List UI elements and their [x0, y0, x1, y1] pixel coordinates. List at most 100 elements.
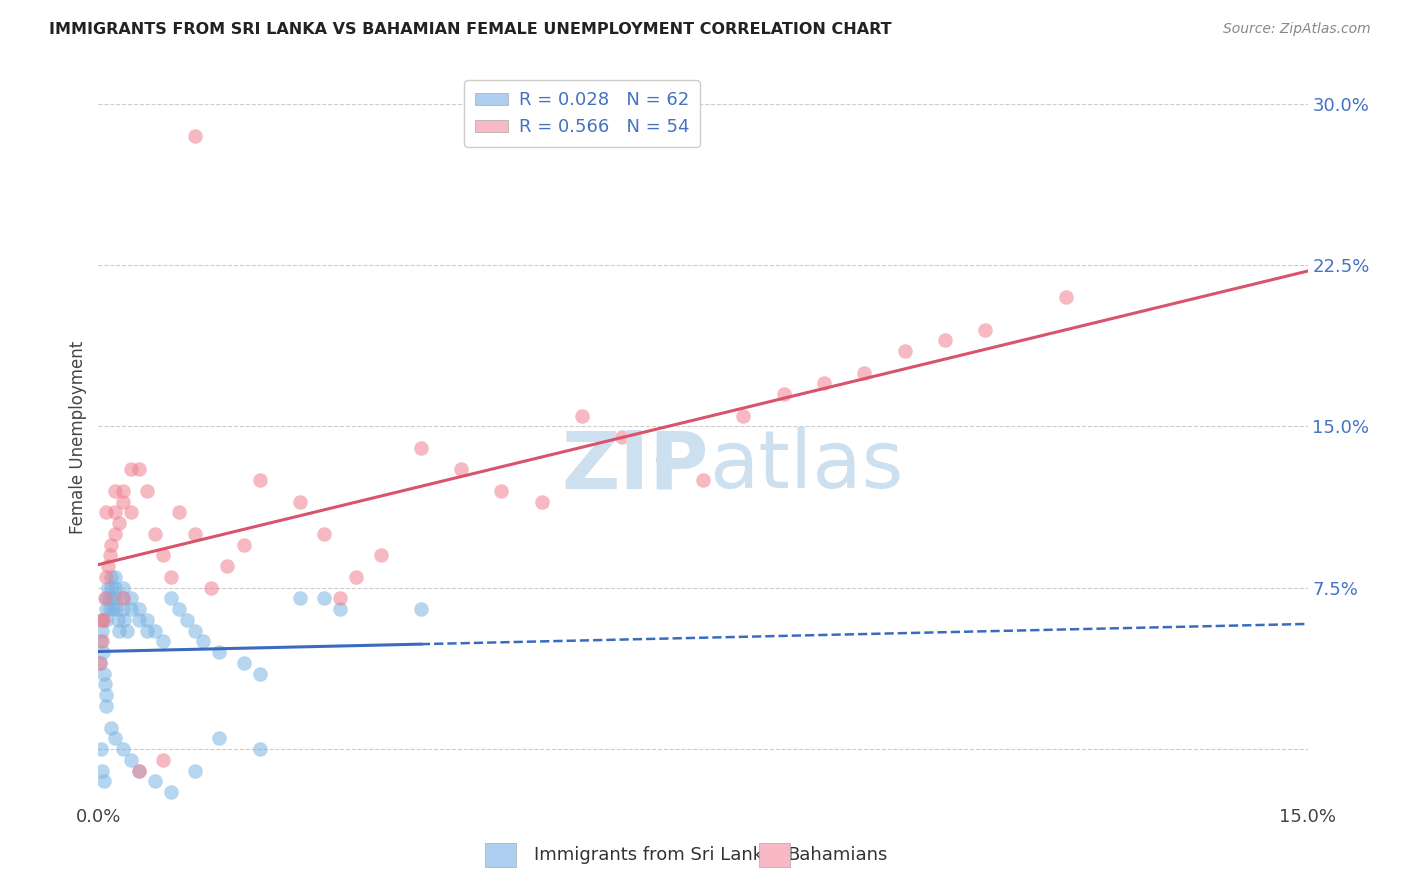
Point: [249, 742, 271, 756]
Text: Source: ZipAtlas.com: Source: ZipAtlas.com: [1223, 22, 1371, 37]
Point: [91, 624, 114, 638]
Point: [152, 753, 174, 767]
Point: [184, 624, 207, 638]
Point: [96, 602, 118, 616]
Point: [344, 570, 367, 584]
Point: [1054, 290, 1077, 304]
Point: [94, 677, 117, 691]
Point: [329, 602, 352, 616]
Point: [89, 656, 111, 670]
Point: [100, 570, 122, 584]
Point: [232, 656, 254, 670]
Point: [160, 591, 183, 606]
Point: [93, 774, 115, 789]
Point: [160, 785, 183, 799]
Point: [105, 602, 128, 616]
Point: [143, 774, 166, 789]
Point: [94, 688, 117, 702]
Point: [103, 581, 125, 595]
Point: [612, 430, 634, 444]
Point: [217, 559, 239, 574]
Point: [107, 613, 129, 627]
Point: [100, 581, 122, 595]
Point: [288, 494, 311, 508]
Point: [128, 613, 150, 627]
Text: Immigrants from Sri Lanka: Immigrants from Sri Lanka: [534, 846, 775, 863]
Point: [853, 366, 876, 380]
Point: [772, 387, 794, 401]
Point: [143, 624, 166, 638]
Point: [450, 462, 472, 476]
Text: IMMIGRANTS FROM SRI LANKA VS BAHAMIAN FEMALE UNEMPLOYMENT CORRELATION CHART: IMMIGRANTS FROM SRI LANKA VS BAHAMIAN FE…: [49, 22, 891, 37]
Point: [111, 602, 134, 616]
Point: [974, 322, 997, 336]
Point: [193, 634, 215, 648]
Point: [184, 128, 207, 143]
Point: [111, 581, 134, 595]
Point: [143, 527, 166, 541]
Point: [111, 591, 134, 606]
Point: [91, 764, 114, 778]
Point: [90, 613, 112, 627]
Legend: R = 0.028   N = 62, R = 0.566   N = 54: R = 0.028 N = 62, R = 0.566 N = 54: [464, 80, 700, 147]
Point: [152, 634, 174, 648]
Point: [101, 602, 124, 616]
Point: [128, 764, 150, 778]
Point: [128, 462, 150, 476]
Point: [100, 721, 122, 735]
Point: [120, 591, 142, 606]
Point: [692, 473, 714, 487]
Point: [200, 581, 222, 595]
Point: [314, 527, 336, 541]
Point: [249, 666, 271, 681]
Point: [135, 613, 157, 627]
Point: [90, 634, 112, 648]
Point: [128, 764, 150, 778]
Point: [160, 570, 183, 584]
Point: [409, 441, 432, 455]
Point: [96, 505, 118, 519]
Point: [111, 494, 134, 508]
Point: [115, 624, 138, 638]
Point: [329, 591, 352, 606]
Point: [96, 613, 118, 627]
Point: [97, 591, 120, 606]
Text: atlas: atlas: [709, 427, 904, 506]
Point: [103, 591, 125, 606]
Point: [103, 483, 125, 498]
Point: [93, 666, 115, 681]
Y-axis label: Female Unemployment: Female Unemployment: [69, 341, 87, 533]
Text: ZIP: ZIP: [562, 427, 709, 506]
Point: [96, 591, 118, 606]
Point: [101, 591, 124, 606]
Point: [94, 591, 117, 606]
Point: [120, 505, 142, 519]
Point: [97, 581, 120, 595]
Point: [409, 602, 432, 616]
Point: [91, 613, 114, 627]
Point: [813, 376, 835, 391]
Point: [120, 602, 142, 616]
Point: [89, 656, 111, 670]
Point: [120, 753, 142, 767]
Point: [491, 483, 513, 498]
Point: [934, 333, 956, 347]
Point: [90, 742, 112, 756]
Point: [651, 451, 673, 466]
Point: [733, 409, 755, 423]
Point: [120, 462, 142, 476]
Point: [91, 613, 114, 627]
Point: [232, 538, 254, 552]
Point: [96, 698, 118, 713]
Point: [103, 731, 125, 746]
Point: [112, 613, 135, 627]
Point: [184, 527, 207, 541]
Point: [107, 624, 129, 638]
Point: [111, 591, 134, 606]
Point: [97, 559, 120, 574]
Point: [103, 570, 125, 584]
Point: [111, 742, 134, 756]
Point: [100, 538, 122, 552]
Point: [107, 516, 129, 530]
Point: [98, 602, 121, 616]
